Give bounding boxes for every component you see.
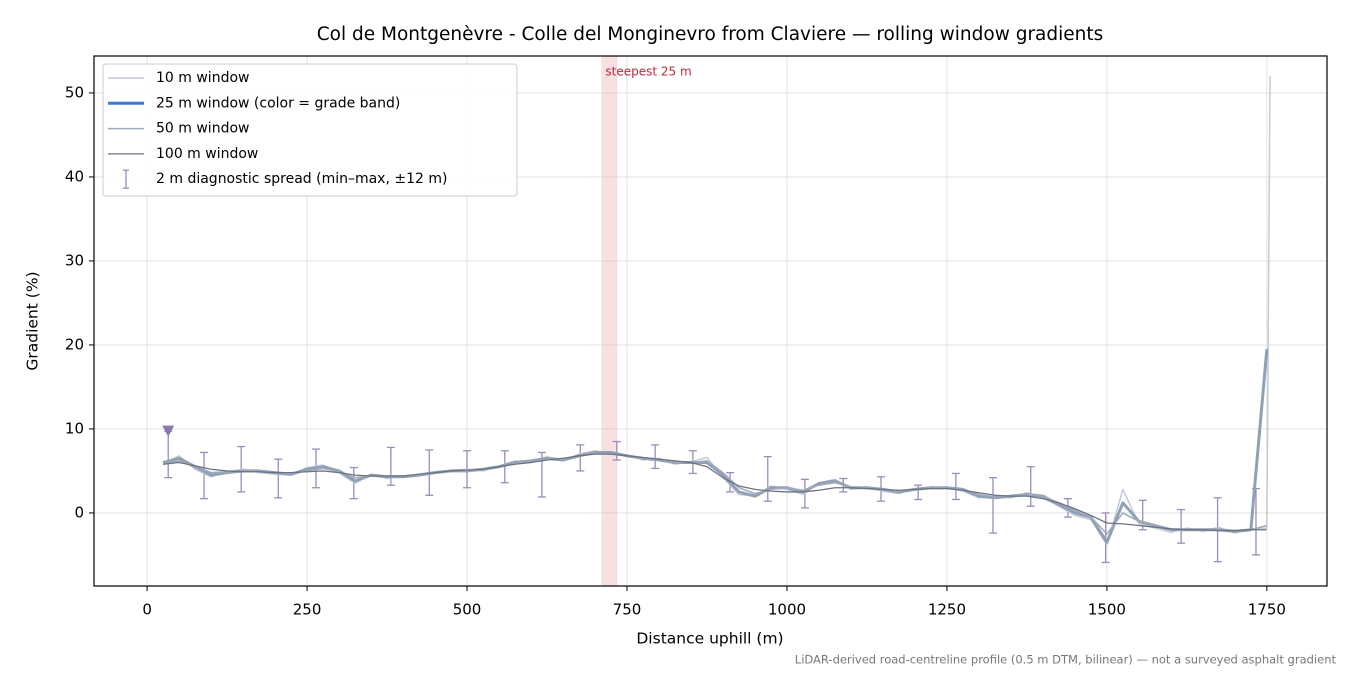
- y-tick-label: 0: [74, 503, 84, 521]
- plot-frame: [93, 55, 1328, 587]
- y-axis-label: Gradient (%): [24, 271, 42, 370]
- series-line: [162, 452, 1268, 535]
- highlight-band: [601, 56, 618, 586]
- x-tick-label: 1000: [768, 601, 806, 619]
- x-tick-label: 500: [453, 601, 482, 619]
- legend-label: 10 m window: [156, 70, 249, 86]
- y-tick-label: 40: [65, 167, 84, 185]
- error-bar: [612, 440, 621, 461]
- error-bar: [386, 446, 395, 486]
- series-line: [162, 349, 1269, 544]
- chart-title: Col de Montgenèvre - Colle del Monginevr…: [317, 24, 1104, 45]
- error-bar: [1026, 466, 1035, 507]
- error-bar: [274, 458, 283, 499]
- x-tick-label: 1500: [1088, 601, 1126, 619]
- error-bar: [951, 472, 960, 501]
- y-tick-label: 30: [65, 251, 84, 269]
- error-bar: [576, 444, 585, 472]
- error-bar: [200, 451, 209, 500]
- legend-label: 100 m window: [156, 146, 258, 162]
- x-tick-label: 1250: [928, 601, 966, 619]
- error-bar: [988, 476, 997, 534]
- y-tick-label: 50: [65, 83, 84, 101]
- x-tick-label: 1750: [1248, 601, 1286, 619]
- y-tick-label: 10: [65, 419, 84, 437]
- error-bar: [651, 444, 660, 470]
- highlight-label: steepest 25 m: [605, 65, 691, 79]
- error-bar: [763, 455, 772, 502]
- error-bar: [1177, 508, 1186, 544]
- legend-box: [102, 63, 518, 197]
- legend-label: 50 m window: [156, 121, 249, 137]
- series-line: [163, 453, 1267, 532]
- peak-marker: [162, 425, 175, 437]
- footnote: LiDAR-derived road-centreline profile (0…: [795, 653, 1337, 667]
- legend-label: 25 m window (color = grade band): [156, 95, 400, 111]
- legend: 10 m window 25 m window (color = grade ba…: [102, 63, 518, 197]
- y-tick-label: 20: [65, 335, 84, 353]
- x-tick-label: 750: [613, 601, 642, 619]
- x-tick-label: 0: [142, 601, 152, 619]
- x-tick-label: 250: [293, 601, 322, 619]
- x-axis-label: Distance uphill (m): [636, 630, 783, 648]
- legend-label: 2 m diagnostic spread (min–max, ±12 m): [156, 171, 447, 187]
- legend-swatch: [123, 169, 129, 189]
